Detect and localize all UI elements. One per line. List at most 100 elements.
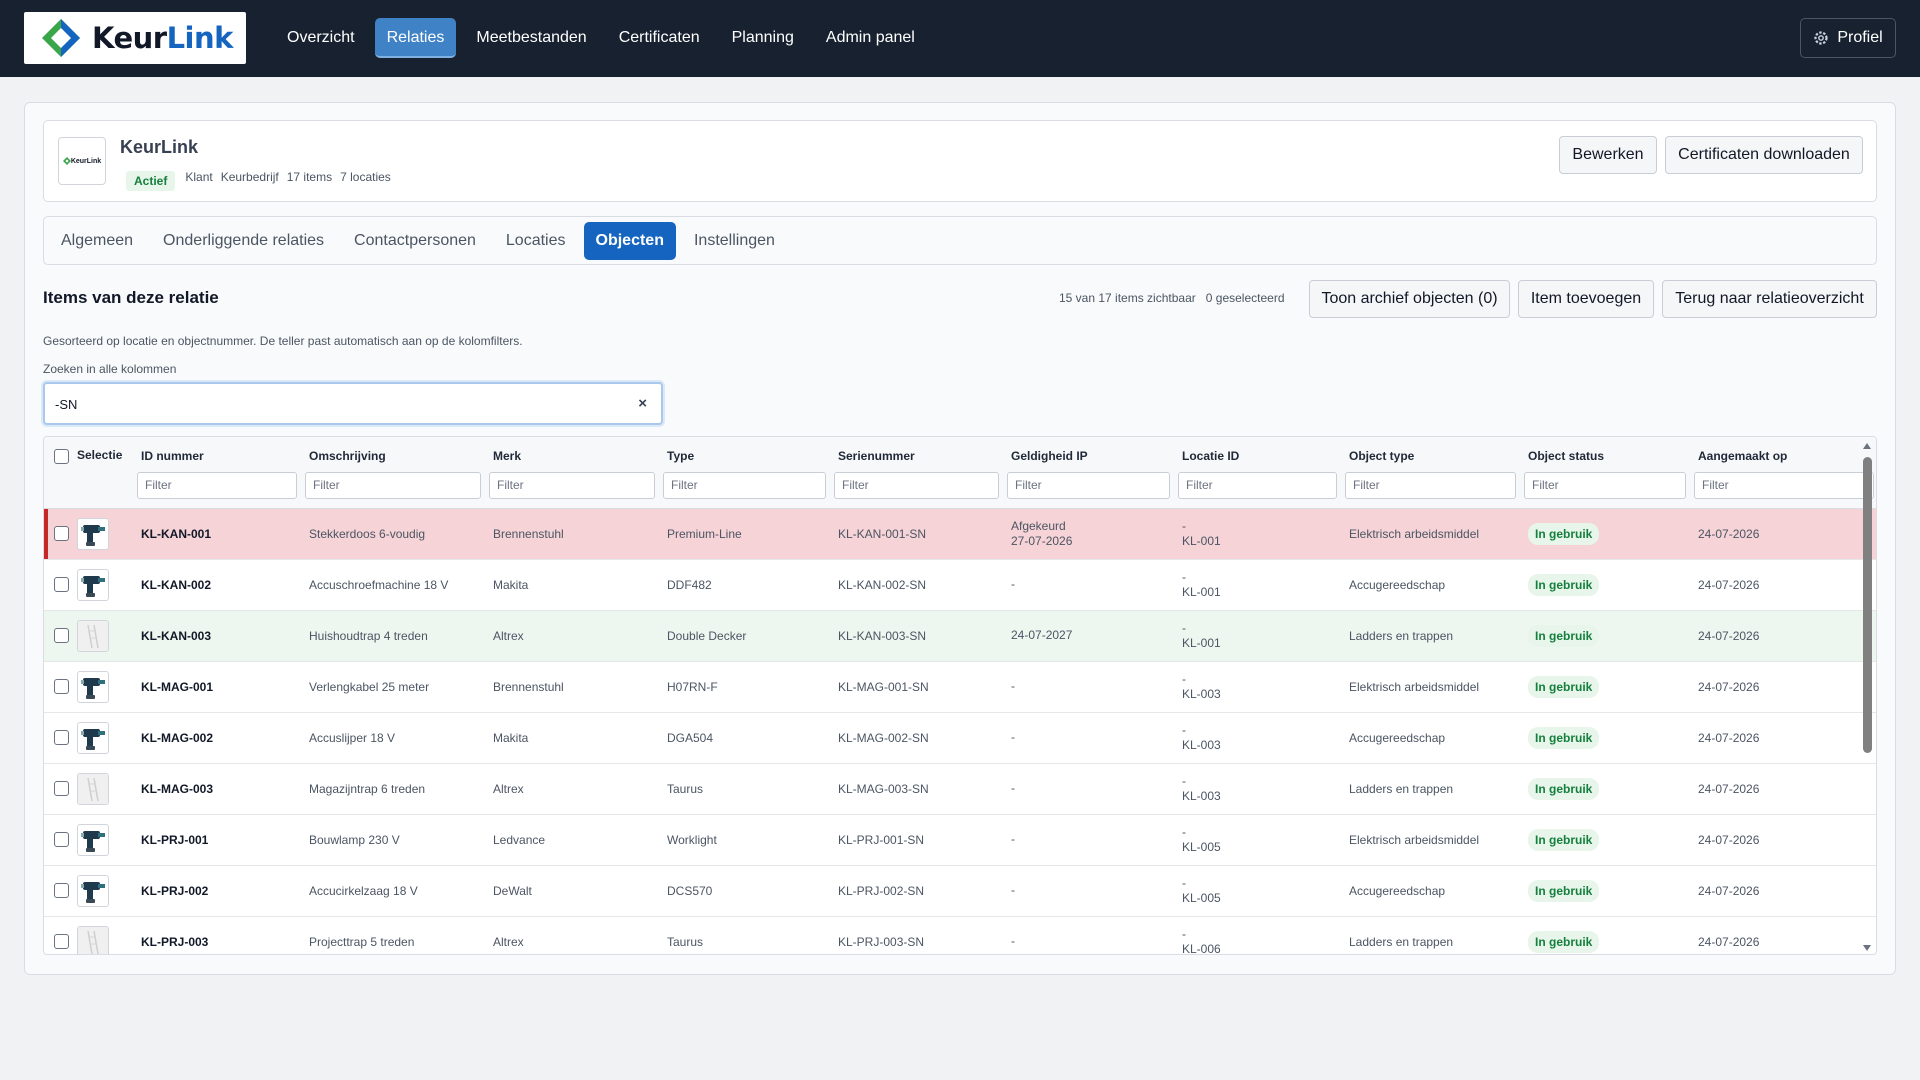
row-checkbox[interactable] [54,526,69,541]
add-item-button[interactable]: Item toevoegen [1518,280,1654,318]
profile-button[interactable]: Profiel [1800,18,1896,58]
table-scrollbar[interactable] [1862,441,1873,953]
relation-meta-items: 17 items [286,170,333,184]
inspection-validity: - [1007,712,1178,763]
show-archive-button[interactable]: Toon archief objecten (0) [1309,280,1510,318]
created-date: 24-07-2026 [1698,832,1760,847]
column-filter-input[interactable] [663,471,826,499]
tab-algemeen[interactable]: Algemeen [61,231,134,249]
status-badge: In gebruik [1528,777,1600,800]
object-id[interactable]: KL-PRJ-001 [141,832,209,847]
row-checkbox[interactable] [54,628,69,643]
column-filter-input[interactable] [489,471,655,499]
location-code: KL-003 [1182,788,1221,803]
object-brand: Makita [493,577,529,592]
filter-cell [1694,467,1876,509]
scroll-up-arrow-icon[interactable] [1863,443,1871,449]
select-all-checkbox[interactable] [54,448,69,464]
table-row[interactable]: KL-PRJ-003 Projecttrap 5 treden Altrex Taur… [44,916,1876,954]
row-checkbox[interactable] [54,730,69,745]
column-filter-input[interactable] [1524,471,1686,499]
object-id[interactable]: KL-PRJ-003 [141,934,209,949]
back-to-overview-button[interactable]: Terug naar relatieoverzicht [1662,280,1877,318]
drill-icon [78,677,108,702]
created-date: 24-07-2026 [1698,679,1760,694]
created-date: 24-07-2026 [1698,781,1760,796]
location-id: - KL-001 [1178,508,1345,559]
search-input[interactable] [55,394,615,414]
table-row[interactable]: KL-PRJ-002 Accucirkelzaag 18 V DeWalt DCS57… [44,865,1876,916]
row-checkbox[interactable] [54,577,69,592]
select-all-header[interactable]: Selectie [44,437,137,467]
table-row[interactable]: KL-MAG-002 Accuslijper 18 V Makita DGA504 KL… [44,712,1876,763]
created-date: 24-07-2026 [1694,508,1876,559]
objects-table-container: Selectie ID nummer Omschrijving Merk Type Ser… [43,436,1877,955]
object-category: Ladders en trappen [1345,610,1524,661]
row-checkbox[interactable] [54,679,69,694]
nav-item-meetbestanden[interactable]: Meetbestanden [476,29,587,46]
column-header: Type [663,437,834,467]
object-id[interactable]: KL-KAN-002 [141,577,212,592]
edit-button[interactable]: Bewerken [1559,136,1657,174]
filter-cell [137,467,305,509]
tab-objecten[interactable]: Objecten [583,221,676,260]
object-id[interactable]: KL-PRJ-002 [141,883,209,898]
object-status: In gebruik [1524,559,1694,610]
tab-instellingen[interactable]: Instellingen [693,231,775,249]
object-type-model: H07RN-F [667,679,718,694]
table-row[interactable]: KL-MAG-001 Verlengkabel 25 meter Brennenst… [44,661,1876,712]
row-checkbox[interactable] [54,781,69,796]
tab-onderliggende-relaties[interactable]: Onderliggende relaties [163,231,325,249]
tab-locaties[interactable]: Locaties [505,231,566,249]
top-navbar: KeurLink Overzicht Relaties Meetbestanden C… [0,0,1920,77]
nav-item-planning[interactable]: Planning [731,29,794,46]
scroll-down-arrow-icon[interactable] [1863,945,1871,951]
inspection-validity: - [1007,865,1178,916]
table-row[interactable]: KL-MAG-003 Magazijntrap 6 treden Altrex Tau… [44,763,1876,814]
object-serial-number: KL-MAG-001-SN [838,679,929,694]
object-id[interactable]: KL-MAG-003 [141,781,214,796]
scroll-thumb[interactable] [1863,457,1872,753]
drill-icon [78,881,108,906]
validity-status: - [1011,781,1015,795]
location-id: - KL-003 [1178,712,1345,763]
location-id: - KL-001 [1178,610,1345,661]
row-checkbox[interactable] [54,934,69,949]
row-checkbox[interactable] [54,832,69,847]
clear-search-icon[interactable]: × [638,395,647,412]
column-filter-input[interactable] [305,471,481,499]
brand-logo[interactable]: KeurLink [24,12,246,64]
column-filter-input[interactable] [1007,471,1170,499]
object-id[interactable]: KL-MAG-002 [141,730,214,745]
object-id[interactable]: KL-MAG-001 [141,679,214,694]
filter-spacer [44,467,137,509]
column-filter-input[interactable] [1178,471,1337,499]
column-filter-input[interactable] [834,471,999,499]
filter-cell [1345,467,1524,509]
table-row[interactable]: KL-KAN-002 Accuschroefmachine 18 V Makita D… [44,559,1876,610]
column-header: Merk [489,437,663,467]
column-filter-input[interactable] [1345,471,1516,499]
nav-item-certificaten[interactable]: Certificaten [618,29,700,46]
download-certificates-button[interactable]: Certificaten downloaden [1665,136,1863,174]
table-row[interactable]: KL-KAN-003 Huishoudtrap 4 treden Altrex Dou… [44,610,1876,661]
object-serial-number: KL-MAG-002-SN [838,730,929,745]
nav-item-relaties[interactable]: Relaties [374,18,457,58]
row-checkbox[interactable] [54,883,69,898]
location-prefix: - [1182,518,1186,533]
nav-item-admin-panel[interactable]: Admin panel [825,29,915,46]
column-filter-input[interactable] [1694,471,1874,499]
table-row[interactable]: KL-PRJ-001 Bouwlamp 230 V Ledvance Workligh… [44,814,1876,865]
nav-item-overzicht[interactable]: Overzicht [287,29,355,46]
object-id[interactable]: KL-KAN-003 [137,610,305,661]
object-status: In gebruik [1524,712,1694,763]
column-header: Selectie [77,448,123,463]
object-id[interactable]: KL-KAN-001 [137,508,305,559]
status-badge: Actief [126,171,176,191]
tab-contactpersonen[interactable]: Contactpersonen [354,231,476,249]
relation-meta-category: Keurbedrijf [220,170,279,184]
relation-tabs: Algemeen Onderliggende relaties Contactper… [43,216,1877,265]
column-filter-input[interactable] [137,471,297,499]
table-row[interactable]: KL-KAN-001 Stekkerdoos 6-voudig Brennenstu… [44,508,1876,559]
validity-status: Afgekeurd [1011,518,1066,533]
